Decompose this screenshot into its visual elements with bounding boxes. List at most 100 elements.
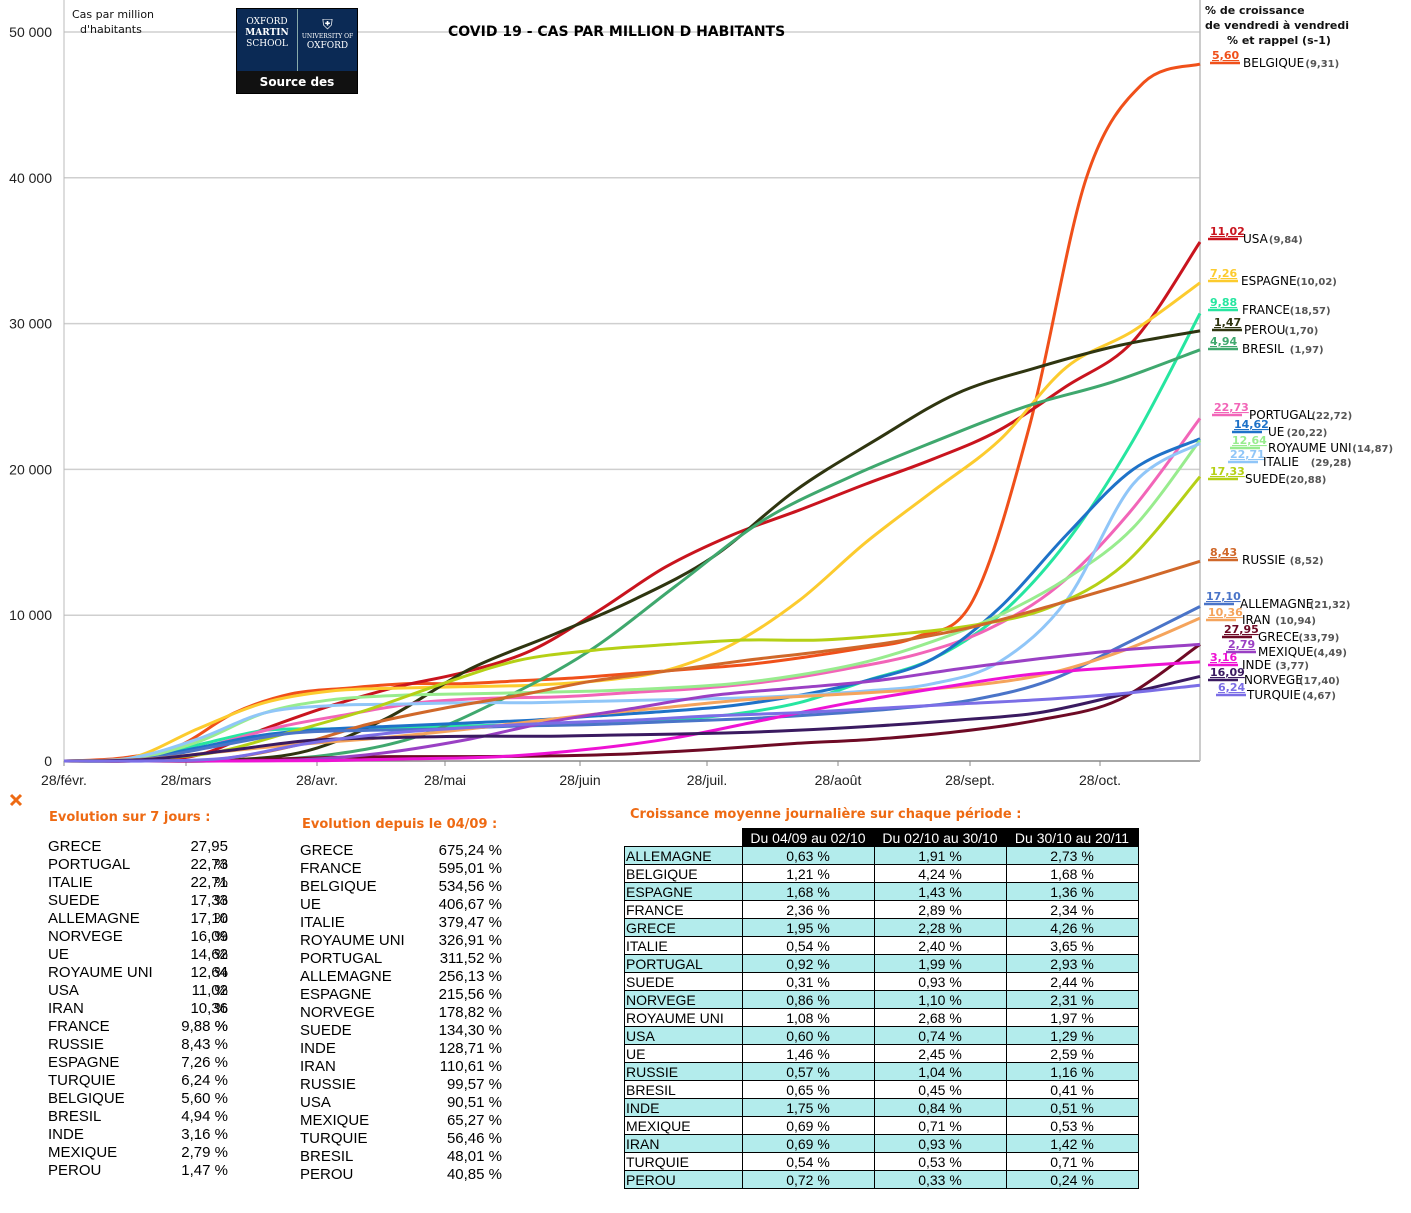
chart-series-lines [63,62,1202,763]
series-name-label: ALLEMAGNE [1240,597,1313,611]
country-name: NORVEGE [300,1004,375,1021]
evolution-value: 1,47 % [181,1162,228,1179]
evolution-value: 48,01 % [446,1148,502,1165]
oxford-logo[interactable]: OXFORD MARTIN SCHOOL ⛨ UNIVERSITY OF OXFORD… [236,8,358,111]
table-row: ALLEMAGNE 0,63 % 1,91 % 2,73 % [624,846,1139,865]
series-line-turquie [63,683,1201,763]
country-name: TURQUIE [300,1130,368,1147]
table-value-cell: 0,92 % [741,954,875,973]
list-item: ROYAUME UNI 326,91 % [300,932,502,950]
table-value-cell: 2,40 % [873,936,1007,955]
table-country-cell: RUSSIE [624,1062,743,1081]
country-name: INDE [300,1040,336,1057]
x-tick-label: 28/juil. [687,772,727,788]
table-value-cell: 1,10 % [873,990,1007,1009]
list-item: FRANCE 595,01 % [300,860,502,878]
list-item: PORTUGAL 22,73 % [48,856,228,891]
table-country-cell: ITALIE [624,936,743,955]
legend-header-1: % de croissance [1205,4,1305,17]
list-item: ROYAUME UNI 12,64 % [48,964,228,999]
col-header-1: Du 04/09 au 02/10 [741,828,875,847]
series-growth-label: 9,88 [1210,296,1237,309]
table-value-cell: 2,89 % [873,900,1007,919]
series-growth-label: 17,10 [1206,590,1241,603]
evolution-value: 595,01 % [438,860,502,877]
series-prev-rate-label: (29,28) [1311,458,1352,469]
series-prev-rate-label: (18,57) [1290,306,1331,317]
table-value-cell: 0,86 % [741,990,875,1009]
country-name: BELGIQUE [48,1090,125,1107]
table-value-cell: 2,68 % [873,1008,1007,1027]
table-value-cell: 1,75 % [741,1098,875,1117]
table-value-cell: 0,74 % [873,1026,1007,1045]
table-row: PORTUGAL 0,92 % 1,99 % 2,93 % [624,954,1139,973]
series-prev-rate-label: (9,84) [1269,235,1303,246]
evolution-value: 134,30 % [438,1022,502,1039]
table-value-cell: 1,99 % [873,954,1007,973]
list-item: ITALIE 379,47 % [300,914,502,932]
series-growth-label: 1,47 [1214,316,1241,329]
list-item: USA 11,02 % [48,982,228,1017]
series-prev-rate-label: (3,77) [1275,661,1309,672]
series-growth-label: 12,64 [1232,434,1267,447]
table-country-cell: GRECE [624,918,743,937]
list-item: NORVEGE 178,82 % [300,1004,502,1022]
evolution-value: 256,13 % [438,968,502,985]
y-axis-label-line2: d'habitants [80,23,142,36]
data-source-caption: Source des données [237,71,357,111]
evolution-value: 17,33 % [190,892,228,927]
table-value-cell: 2,93 % [1005,954,1139,973]
list-item: PEROU 1,47 % [48,1162,228,1180]
y-tick-label: 10 000 [9,607,52,623]
list-item: PORTUGAL 311,52 % [300,950,502,968]
country-name: RUSSIE [300,1076,356,1093]
country-name: ITALIE [300,914,345,931]
evolution-value: 8,43 % [181,1036,228,1053]
list-item: FRANCE 9,88 % [48,1018,228,1036]
series-growth-label: 14,62 [1234,418,1269,431]
country-name: BELGIQUE [300,878,377,895]
y-tick-label: 0 [44,753,52,769]
series-growth-label: 22,71 [1230,448,1265,461]
table-value-cell: 0,33 % [873,1170,1007,1189]
list-item: RUSSIE 8,43 % [48,1036,228,1054]
table-value-cell: 0,54 % [741,1152,875,1171]
evolution-value: 14,62 % [190,946,228,981]
table-value-cell: 2,31 % [1005,990,1139,1009]
weekly-evolution-list: GRECE 27,95 % PORTUGAL 22,73 % ITALIE 22,71 %… [48,838,228,1180]
table-country-cell: UE [624,1044,743,1063]
table-value-cell: 0,45 % [873,1080,1007,1099]
table-value-cell: 0,84 % [873,1098,1007,1117]
table-country-cell: USA [624,1026,743,1045]
table-value-cell: 2,59 % [1005,1044,1139,1063]
series-name-label: ESPAGNE [1241,274,1297,288]
x-tick-label: 28/sept. [945,772,995,788]
country-name: ESPAGNE [48,1054,120,1071]
table-row: FRANCE 2,36 % 2,89 % 2,34 % [624,900,1139,919]
table-row: IRAN 0,69 % 0,93 % 1,42 % [624,1134,1139,1153]
table-value-cell: 0,63 % [741,846,875,865]
table-row: RUSSIE 0,57 % 1,04 % 1,16 % [624,1062,1139,1081]
evolution-value: 534,56 % [438,878,502,895]
country-name: MEXIQUE [48,1144,118,1161]
daily-growth-table: Du 04/09 au 02/10 Du 02/10 au 30/10 Du 3… [624,828,1139,1189]
series-prev-rate-label: (4,67) [1302,691,1336,702]
table-value-cell: 1,08 % [741,1008,875,1027]
series-line-norvege [63,674,1201,763]
series-line-inde [64,660,1201,763]
table-value-cell: 1,95 % [741,918,875,937]
country-name: GRECE [300,842,354,859]
series-line-perou [63,329,1201,763]
series-name-label: NORVEGE [1244,673,1303,687]
table-value-cell: 1,46 % [741,1044,875,1063]
x-tick-label: 28/juin [559,772,600,788]
list-item: IRAN 110,61 % [300,1058,502,1076]
series-prev-rate-label: (4,49) [1313,648,1347,659]
table-value-cell: 1,91 % [873,846,1007,865]
table-value-cell: 2,34 % [1005,900,1139,919]
table-value-cell: 0,72 % [741,1170,875,1189]
series-prev-rate-label: (10,02) [1296,277,1337,288]
series-name-label: ROYAUME UNI [1268,441,1352,455]
series-name-label: PEROU [1244,323,1285,337]
y-tick-label: 40 000 [9,170,52,186]
